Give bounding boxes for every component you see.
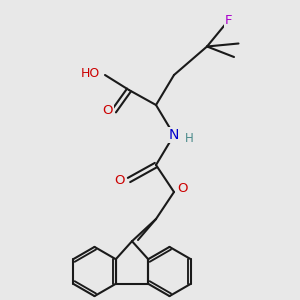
Text: N: N bbox=[169, 128, 179, 142]
Text: O: O bbox=[114, 173, 124, 187]
Text: H: H bbox=[184, 131, 193, 145]
Text: O: O bbox=[103, 104, 113, 118]
Text: HO: HO bbox=[81, 67, 101, 80]
Text: F: F bbox=[224, 14, 232, 28]
Text: O: O bbox=[177, 182, 188, 196]
